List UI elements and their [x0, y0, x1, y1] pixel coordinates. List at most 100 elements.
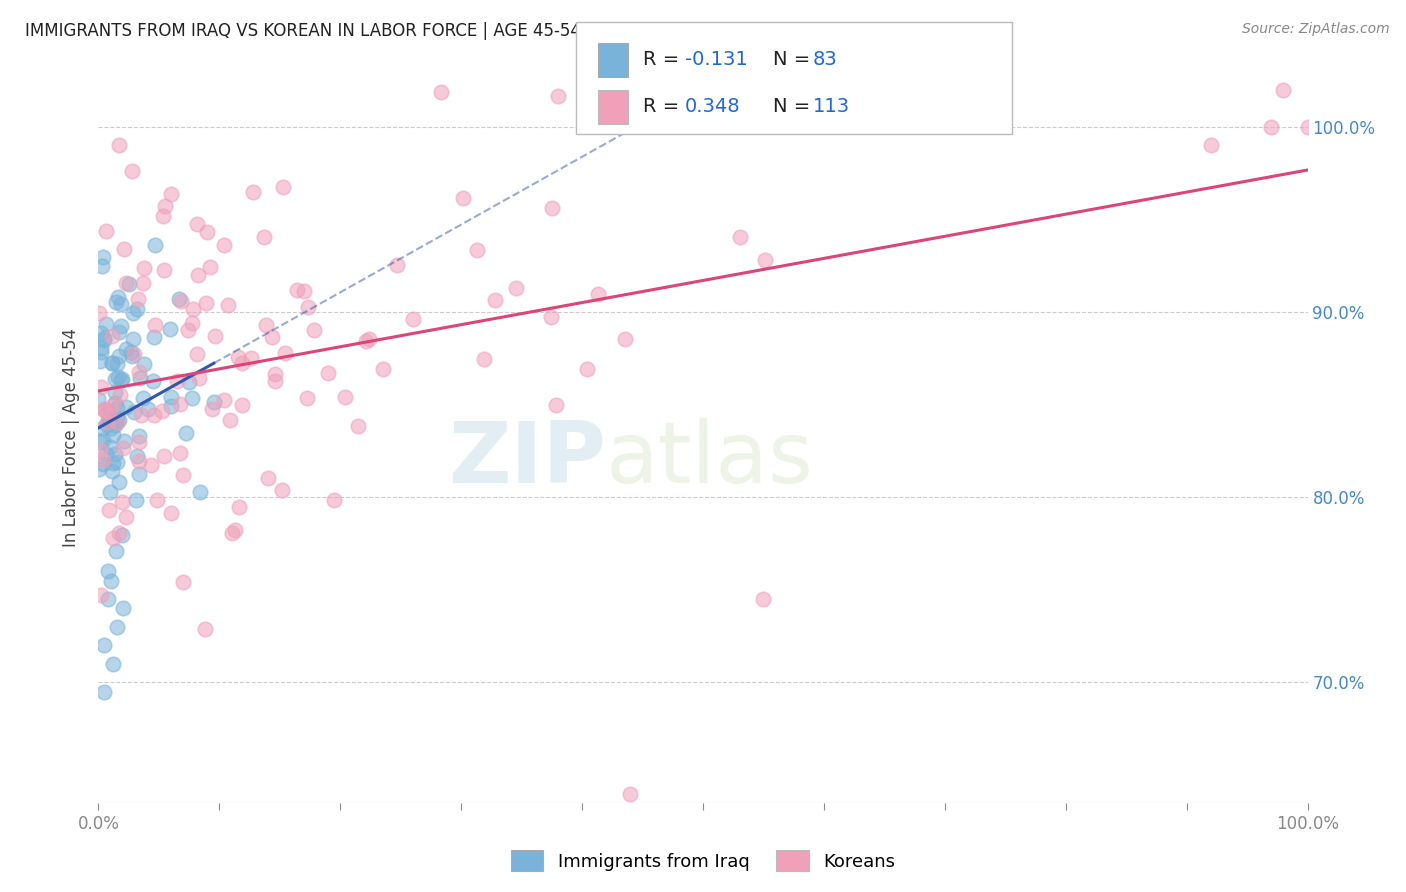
Point — [101, 657, 124, 671]
Point — [90, 341, 112, 355]
Point — [111, 372, 134, 386]
Point — [153, 449, 176, 463]
Point — [115, 342, 138, 356]
Point — [505, 281, 527, 295]
Point — [90, 326, 112, 341]
Point — [108, 387, 131, 401]
Point — [153, 263, 176, 277]
Point — [108, 325, 131, 339]
Point — [271, 483, 294, 497]
Point — [128, 435, 150, 450]
Point — [181, 392, 204, 406]
Point — [201, 402, 224, 417]
Point — [122, 332, 145, 346]
Point — [430, 85, 453, 99]
Point — [90, 379, 112, 393]
Point — [169, 293, 191, 308]
Point — [202, 394, 225, 409]
Point — [97, 415, 120, 429]
Point — [160, 506, 183, 520]
Point — [194, 622, 217, 636]
Text: -0.131: -0.131 — [685, 50, 748, 69]
Point — [186, 347, 208, 361]
Point — [128, 467, 150, 481]
Point — [105, 416, 128, 430]
Point — [172, 575, 194, 590]
Point — [181, 316, 204, 330]
Point — [586, 287, 609, 301]
Point — [107, 290, 129, 304]
Point — [103, 531, 125, 545]
Point — [752, 592, 775, 607]
Point — [297, 300, 319, 314]
Point — [274, 345, 297, 359]
Point — [187, 371, 209, 385]
Point — [219, 412, 242, 426]
Point — [107, 369, 129, 384]
Text: N =: N = — [773, 97, 817, 116]
Point — [110, 318, 132, 333]
Point — [121, 164, 143, 178]
Point — [93, 331, 115, 345]
Point — [204, 329, 226, 343]
Point — [228, 500, 250, 515]
Point — [94, 402, 117, 417]
Point — [160, 399, 183, 413]
Point — [1199, 138, 1222, 153]
Point — [127, 292, 149, 306]
Point — [143, 330, 166, 344]
Point — [136, 401, 159, 416]
Point — [472, 351, 495, 366]
Point — [217, 298, 239, 312]
Point — [197, 225, 219, 239]
Point — [228, 350, 250, 364]
Point — [90, 345, 112, 359]
Point — [160, 391, 183, 405]
Point — [103, 372, 125, 386]
Text: R =: R = — [643, 97, 685, 116]
Point — [104, 447, 127, 461]
Point — [103, 398, 125, 412]
Point — [1272, 83, 1295, 97]
Point — [93, 684, 115, 698]
Point — [100, 421, 122, 435]
Point — [186, 217, 208, 231]
Point — [292, 284, 315, 298]
Text: 83: 83 — [813, 50, 838, 69]
Point — [198, 260, 221, 275]
Point — [145, 238, 167, 252]
Point — [107, 455, 129, 469]
Text: N =: N = — [773, 50, 817, 69]
Text: 113: 113 — [813, 97, 849, 116]
Point — [105, 415, 128, 429]
Point — [110, 373, 132, 387]
Point — [101, 456, 124, 470]
Point — [402, 312, 425, 326]
Point — [451, 192, 474, 206]
Point — [93, 401, 115, 416]
Point — [127, 301, 149, 316]
Point — [129, 370, 152, 384]
Point — [101, 427, 124, 442]
Point — [110, 297, 132, 311]
Point — [188, 484, 211, 499]
Point — [128, 454, 150, 468]
Point — [112, 434, 135, 448]
Point — [260, 329, 283, 343]
Point — [108, 526, 131, 541]
Point — [160, 186, 183, 201]
Point — [91, 452, 114, 467]
Point — [108, 138, 131, 153]
Point — [111, 495, 134, 509]
Point — [465, 244, 488, 258]
Point — [174, 425, 197, 440]
Point — [90, 589, 112, 603]
Point — [385, 258, 408, 272]
Point — [91, 420, 114, 434]
Text: ZIP: ZIP — [449, 417, 606, 500]
Point — [89, 354, 111, 368]
Point — [547, 88, 569, 103]
Point — [253, 229, 276, 244]
Point — [93, 403, 115, 417]
Point — [169, 292, 191, 306]
